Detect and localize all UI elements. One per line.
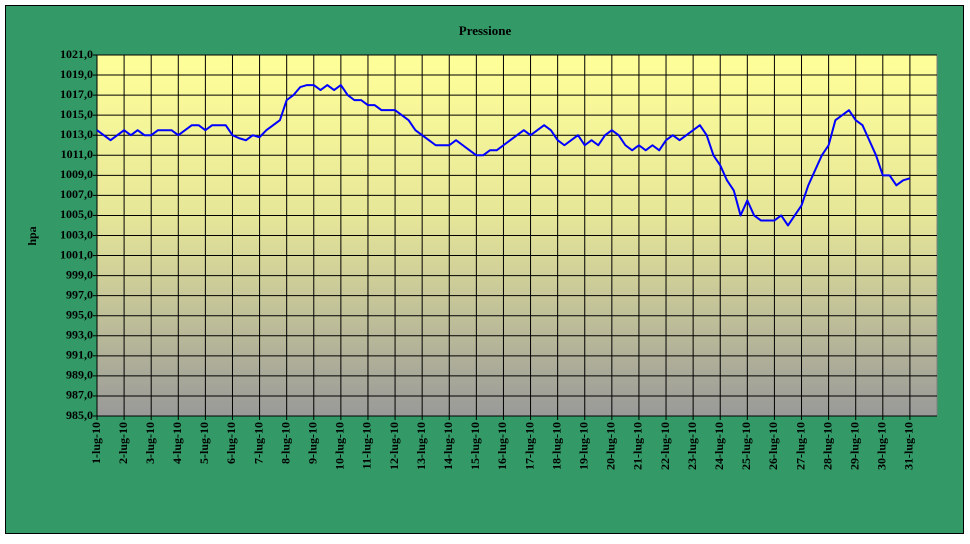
y-tick-label: 1015,0 bbox=[60, 107, 93, 121]
x-tick-label: 22-lug-10 bbox=[658, 422, 672, 470]
x-tick-label: 1-lug-10 bbox=[89, 422, 103, 464]
y-tick-label: 1009,0 bbox=[60, 167, 93, 181]
y-tick-label: 1013,0 bbox=[60, 127, 93, 141]
y-tick-label: 1017,0 bbox=[60, 87, 93, 101]
x-tick-label: 21-lug-10 bbox=[631, 422, 645, 470]
x-tick-label: 16-lug-10 bbox=[495, 422, 509, 470]
x-tick-label: 12-lug-10 bbox=[387, 422, 401, 470]
x-tick-label: 5-lug-10 bbox=[197, 422, 211, 464]
y-tick-label: 999,0 bbox=[66, 267, 93, 281]
y-tick-label: 997,0 bbox=[66, 287, 93, 301]
x-tick-label: 30-lug-10 bbox=[875, 422, 889, 470]
y-tick-label: 985,0 bbox=[66, 408, 93, 422]
x-tick-label: 17-lug-10 bbox=[522, 422, 536, 470]
x-tick-label: 26-lug-10 bbox=[766, 422, 780, 470]
x-tick-label: 24-lug-10 bbox=[712, 422, 726, 470]
x-tick-label: 14-lug-10 bbox=[441, 422, 455, 470]
y-tick-label: 995,0 bbox=[66, 307, 93, 321]
y-tick-label: 1001,0 bbox=[60, 247, 93, 261]
x-tick-label: 7-lug-10 bbox=[251, 422, 265, 464]
x-tick-label: 28-lug-10 bbox=[820, 422, 834, 470]
y-tick-label: 1019,0 bbox=[60, 67, 93, 81]
x-tick-label: 8-lug-10 bbox=[278, 422, 292, 464]
x-tick-label: 27-lug-10 bbox=[793, 422, 807, 470]
y-axis-label: hpa bbox=[25, 226, 39, 245]
y-tick-label: 1011,0 bbox=[61, 147, 93, 161]
x-tick-label: 4-lug-10 bbox=[170, 422, 184, 464]
y-tick-label: 1021,0 bbox=[60, 47, 93, 61]
x-tick-label: 3-lug-10 bbox=[143, 422, 157, 464]
y-tick-label: 1005,0 bbox=[60, 207, 93, 221]
x-tick-label: 11-lug-10 bbox=[360, 422, 374, 469]
x-tick-label: 18-lug-10 bbox=[549, 422, 563, 470]
y-tick-label: 991,0 bbox=[66, 348, 93, 362]
x-tick-label: 9-lug-10 bbox=[306, 422, 320, 464]
x-tick-label: 13-lug-10 bbox=[414, 422, 428, 470]
x-tick-label: 19-lug-10 bbox=[576, 422, 590, 470]
x-tick-label: 20-lug-10 bbox=[604, 422, 618, 470]
chart-title: Pressione bbox=[459, 23, 512, 38]
y-tick-label: 987,0 bbox=[66, 388, 93, 402]
x-tick-label: 25-lug-10 bbox=[739, 422, 753, 470]
data-line bbox=[96, 84, 911, 227]
y-tick-label: 993,0 bbox=[66, 328, 93, 342]
x-tick-label: 2-lug-10 bbox=[116, 422, 130, 464]
x-tick-label: 31-lug-10 bbox=[902, 422, 916, 470]
y-tick-label: 1003,0 bbox=[60, 227, 93, 241]
x-tick-label: 15-lug-10 bbox=[468, 422, 482, 470]
x-tick-label: 10-lug-10 bbox=[333, 422, 347, 470]
y-tick-label: 1007,0 bbox=[60, 187, 93, 201]
x-tick-label: 6-lug-10 bbox=[224, 422, 238, 464]
x-tick-label: 29-lug-10 bbox=[847, 422, 861, 470]
y-tick-label: 989,0 bbox=[66, 368, 93, 382]
x-tick-label: 23-lug-10 bbox=[685, 422, 699, 470]
